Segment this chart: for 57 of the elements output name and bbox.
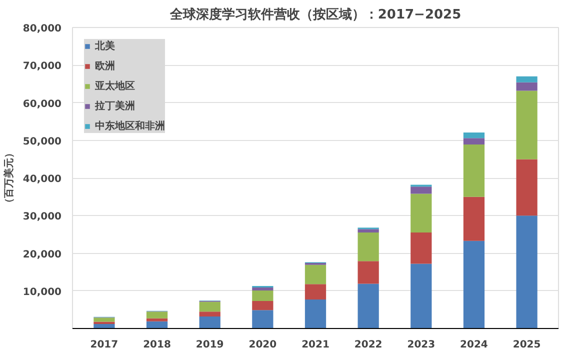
bar xyxy=(304,284,326,300)
x-tick-label: 2017 xyxy=(90,340,118,350)
legend-label: 拉丁美洲 xyxy=(95,99,135,113)
bar xyxy=(516,216,538,328)
bar xyxy=(199,312,220,316)
bar xyxy=(463,132,485,138)
bar xyxy=(252,290,274,302)
bar xyxy=(146,312,168,318)
bar xyxy=(358,261,379,284)
bar xyxy=(463,196,485,241)
chart-title: 全球深度学习软件营收（按区域）：2017−2025 xyxy=(168,6,462,22)
bar xyxy=(358,284,379,328)
bar xyxy=(358,232,379,262)
y-tick-label: 30,000 xyxy=(22,212,62,223)
bar xyxy=(94,324,115,328)
legend-label: 欧洲 xyxy=(95,60,115,73)
bar xyxy=(463,138,485,145)
x-tick-label: 2021 xyxy=(302,340,330,350)
y-tick-label: 40,000 xyxy=(22,174,62,185)
y-tick-label: 80,000 xyxy=(22,24,62,34)
bar xyxy=(199,302,220,312)
bar xyxy=(252,287,274,290)
y-axis-title: （百万美元） xyxy=(2,148,15,208)
bar xyxy=(516,90,538,160)
y-tick-label: 20,000 xyxy=(22,249,62,260)
bar xyxy=(94,318,115,322)
x-tick-label: 2023 xyxy=(407,340,436,350)
y-tick-label: 70,000 xyxy=(22,61,62,72)
bar xyxy=(516,82,538,91)
bar xyxy=(463,144,485,197)
legend-label: 北美 xyxy=(95,39,115,53)
legend-label: 亚太地区 xyxy=(95,80,135,93)
x-tick-label: 2022 xyxy=(354,340,382,350)
y-tick-label: 60,000 xyxy=(22,98,62,110)
bar xyxy=(463,240,485,328)
y-tick-label: 50,000 xyxy=(22,136,62,148)
bar xyxy=(252,310,274,328)
bar xyxy=(146,321,168,328)
bar xyxy=(516,76,538,82)
x-tick-label: 2018 xyxy=(143,340,171,350)
bar xyxy=(304,264,326,284)
y-tick-label: 10,000 xyxy=(22,286,62,298)
bar xyxy=(516,159,538,216)
bar xyxy=(199,316,220,328)
legend-label: 中东地区和非洲 xyxy=(95,119,165,133)
bar xyxy=(410,264,432,328)
x-tick-label: 2019 xyxy=(196,340,224,350)
bar xyxy=(410,232,432,264)
x-tick-label: 2024 xyxy=(460,340,488,350)
bar xyxy=(146,318,168,322)
bar xyxy=(358,229,379,233)
bar xyxy=(410,194,432,233)
bar xyxy=(304,300,326,328)
bar xyxy=(252,301,274,310)
bar xyxy=(410,186,432,194)
x-tick-label: 2025 xyxy=(512,340,541,350)
x-tick-label: 2020 xyxy=(248,340,277,350)
